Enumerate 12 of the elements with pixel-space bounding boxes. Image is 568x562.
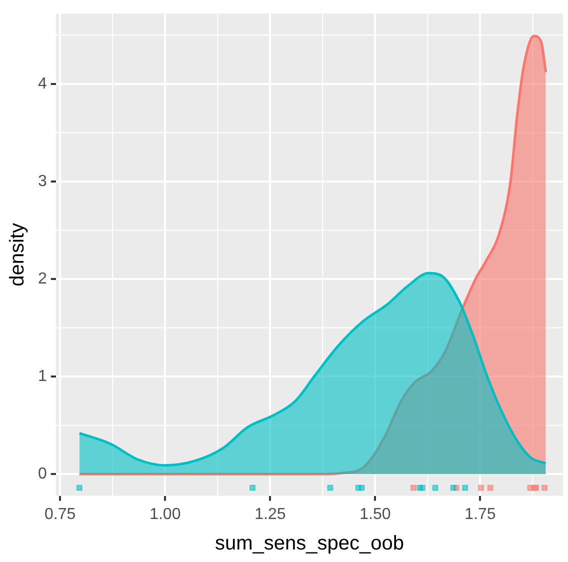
x-tick-label: 1.00: [150, 506, 181, 523]
x-tick-label: 1.75: [464, 506, 496, 523]
x-axis-title: sum_sens_spec_oob: [214, 532, 404, 555]
x-tick-label: 1.50: [360, 506, 391, 523]
y-tick-label: 0: [38, 466, 47, 483]
y-tick-label: 1: [38, 368, 47, 385]
x-tick-label: 0.75: [44, 506, 76, 523]
y-tick-label: 4: [38, 75, 47, 92]
y-axis-title: density: [6, 223, 29, 286]
y-tick-label: 2: [38, 270, 47, 288]
x-tick-label: 1.25: [254, 506, 286, 523]
y-tick-label: 3: [38, 172, 47, 190]
